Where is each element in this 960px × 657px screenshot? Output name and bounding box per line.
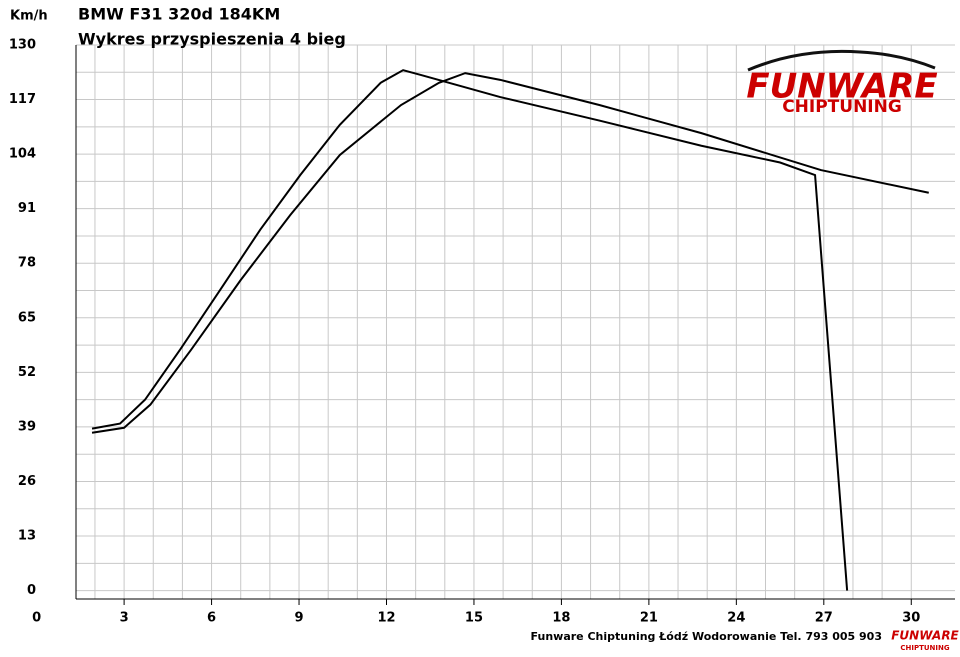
chart-title: BMW F31 320d 184KM	[78, 5, 280, 24]
plot: 0 3 6 9 12 15 18 21 24 27 30 0 13 26 39 52 65 78 91 104 117 1…	[9, 38, 955, 626]
x-tick-label: 30	[902, 611, 920, 626]
x-tick-label: 27	[815, 611, 833, 626]
y-tick-label: 39	[18, 419, 36, 434]
y-tick-label: 13	[18, 529, 36, 544]
y-tick-label: 130	[9, 38, 36, 53]
chart-subtitle: Wykres przyspieszenia 4 bieg	[78, 30, 346, 49]
y-tick-label: 117	[9, 92, 36, 107]
x-tick-label: 24	[727, 611, 745, 626]
y-tick-label: 78	[18, 256, 36, 271]
y-tick-label: 91	[18, 201, 36, 216]
y-tick-label: 52	[18, 365, 36, 380]
footer: Funware Chiptuning Łódź Wodorowanie Tel.…	[531, 630, 882, 643]
y-tick-label: 65	[18, 310, 36, 325]
footer-logo-tagline: CHIPTUNING	[900, 644, 950, 652]
footer-logo-name: FUNWARE	[891, 629, 959, 643]
x-tick-label: 12	[377, 611, 395, 626]
y-axis-label: Km/h	[10, 9, 48, 24]
logo-swoosh	[747, 49, 936, 72]
x-tick-label: 15	[465, 611, 483, 626]
x-tick-label: 6	[207, 611, 216, 626]
logo-tagline: CHIPTUNING	[782, 97, 902, 117]
y-tick-label: 0	[27, 583, 36, 598]
x-tick-label: 18	[552, 611, 570, 626]
y-tick-label: 104	[9, 147, 36, 162]
logo: FUNWARE CHIPTUNING FUNWARE CHIPTUNING	[746, 49, 960, 652]
logo-name: FUNWARE	[746, 67, 937, 107]
x-tick-label: 0	[32, 611, 41, 626]
line-series	[91, 69, 849, 591]
line-series	[91, 72, 929, 434]
y-tick-label: 26	[18, 474, 36, 489]
x-tick-label: 21	[640, 611, 658, 626]
x-tick-label: 3	[120, 611, 129, 626]
x-tick-label: 9	[295, 611, 304, 626]
